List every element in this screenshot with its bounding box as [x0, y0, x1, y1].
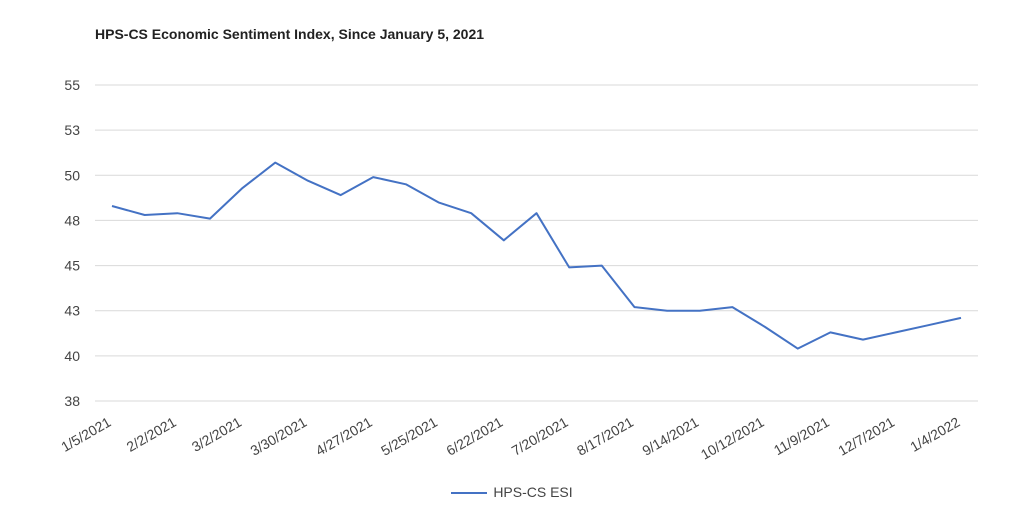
x-tick-label: 12/7/2021 [835, 414, 897, 459]
y-tick-label: 48 [64, 212, 80, 228]
y-tick-label: 50 [64, 167, 80, 183]
x-tick-label: 3/30/2021 [247, 414, 309, 459]
legend: HPS-CS ESI [0, 484, 1024, 500]
x-tick-label: 1/4/2022 [907, 414, 962, 455]
chart-title: HPS-CS Economic Sentiment Index, Since J… [95, 26, 485, 42]
series-lines [111, 161, 962, 350]
x-tick-label: 1/5/2021 [58, 414, 113, 455]
x-tick-label: 6/22/2021 [443, 414, 505, 459]
x-tick-label: 7/20/2021 [509, 414, 571, 459]
y-tick-label: 45 [64, 258, 80, 274]
legend-label: HPS-CS ESI [493, 484, 573, 500]
y-tick-label: 40 [64, 348, 80, 364]
y-tick-label: 43 [64, 303, 80, 319]
legend-swatch [451, 492, 488, 495]
x-tick-label: 3/2/2021 [189, 414, 244, 455]
x-tick-label: 10/12/2021 [698, 414, 767, 463]
x-tick-label: 9/14/2021 [639, 414, 701, 459]
y-tick-label: 38 [64, 393, 80, 409]
x-axis-ticks: 1/5/2021 2/2/2021 3/2/2021 3/30/2021 4/27/20… [58, 414, 962, 463]
x-tick-label: 11/9/2021 [771, 414, 832, 459]
x-tick-label: 4/27/2021 [313, 414, 375, 459]
series-line-hps-cs-esi [111, 161, 962, 350]
x-tick-label: 5/25/2021 [378, 414, 440, 459]
gridlines [95, 84, 978, 402]
y-tick-label: 53 [64, 122, 80, 138]
x-tick-label: 2/2/2021 [124, 414, 179, 455]
x-tick-label: 8/17/2021 [574, 414, 636, 459]
y-axis-ticks: 55 53 50 48 45 43 40 38 [64, 77, 80, 409]
y-tick-label: 55 [64, 77, 80, 93]
